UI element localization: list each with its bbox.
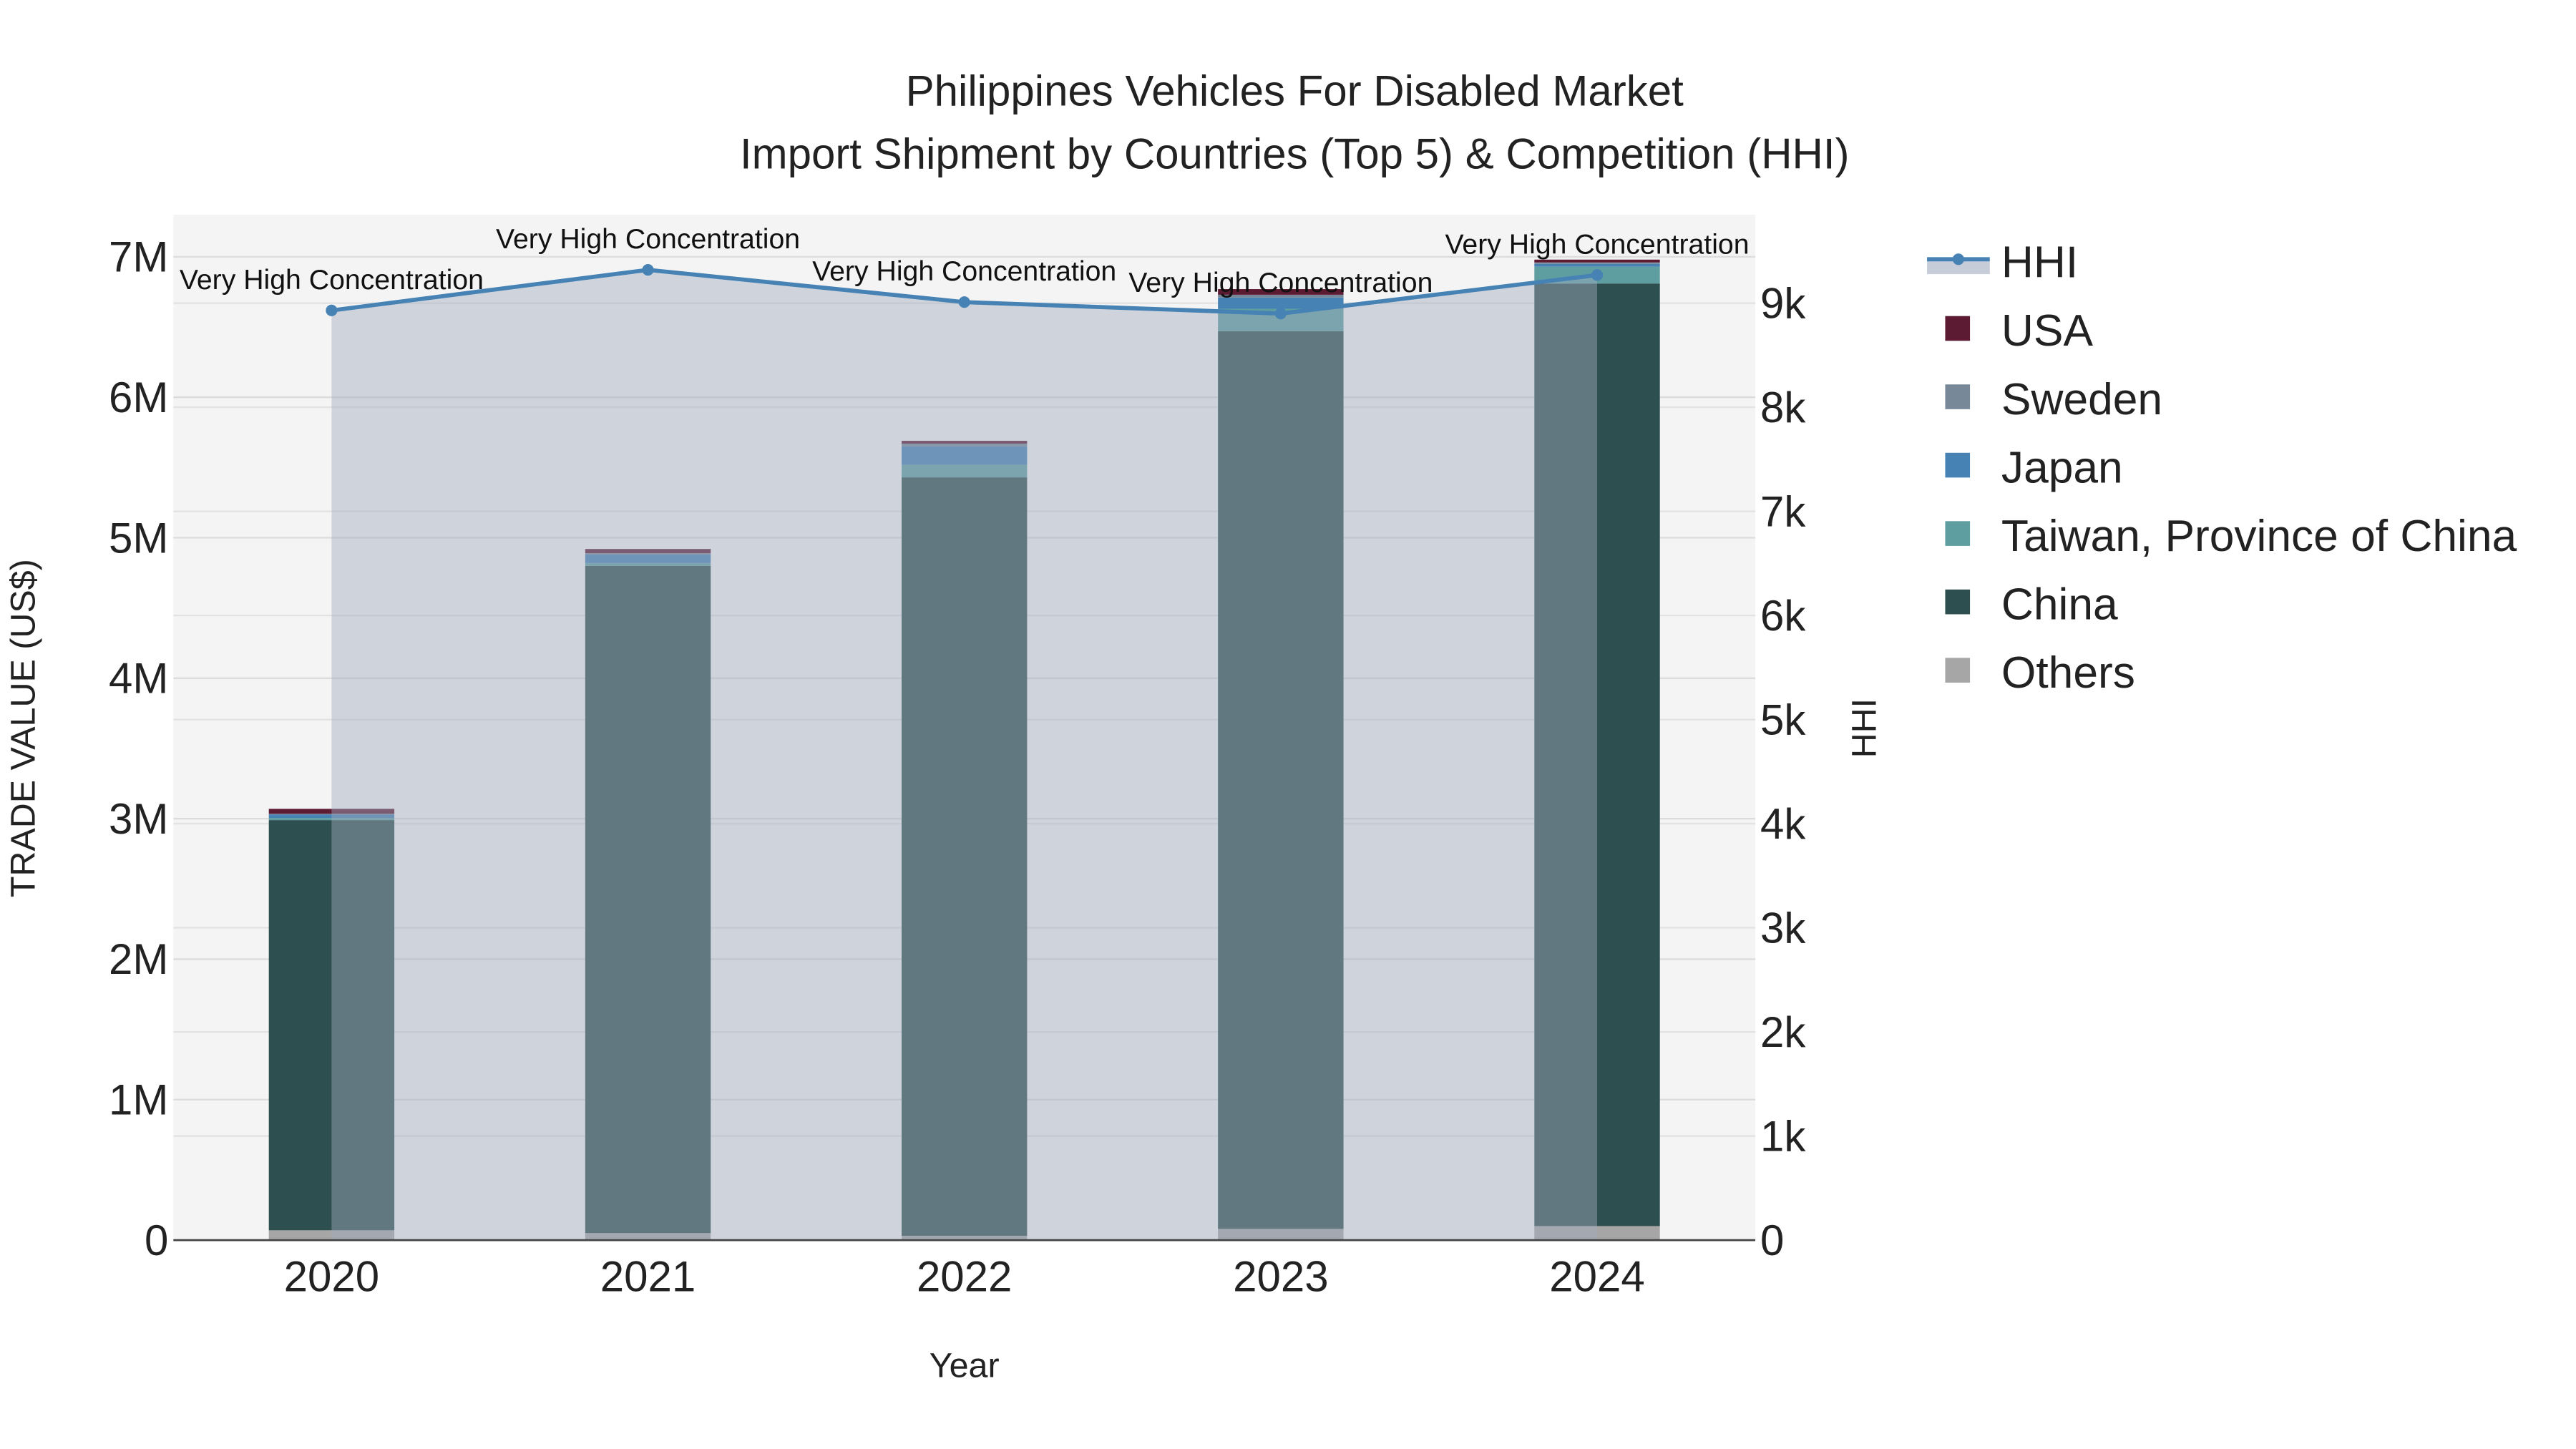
bar-japan [268,814,395,819]
legend-swatch [1945,658,1971,683]
bar-japan [1534,263,1660,267]
y-tick-label: 5M [109,514,168,562]
hhi-point [958,296,970,308]
legend-swatch [1945,384,1971,409]
bar-usa [1534,259,1660,263]
bar-china [1534,283,1660,1226]
y2-tick-label: 6k [1760,592,1806,640]
hhi-annotation: Very High Concentration [1445,228,1749,260]
hhi-series: Very High Concentration Very High Concent… [180,223,1750,1241]
legend-swatch [1945,521,1971,546]
legend-label: Japan [2001,443,2123,492]
legend-label: Taiwan, Province of China [2001,512,2517,561]
legend: HHI USA Sweden Japan Taiwan, Province of Chi… [1927,238,2517,698]
legend-swatch [1945,316,1971,341]
hhi-annotation: Very High Concentration [812,255,1116,287]
x-tick-label: 2022 [917,1253,1012,1301]
y-axis-label: TRADE VALUE (US$) [4,559,42,897]
y-tick-label: 6M [109,374,168,421]
bar-usa [268,809,395,814]
x-tick-label: 2023 [1233,1253,1328,1301]
bar-sweden [902,443,1028,447]
axes: 0 1M 2M 3M 4M 5M 6M 7M 0 1k 2k 3k 4k 5k 6k 7k 8k 9k 2020 20… [109,233,1806,1301]
hhi-annotation: Very High Concentration [180,264,484,296]
y2-tick-label: 3k [1760,904,1806,952]
y2-tick-label: 7k [1760,487,1806,535]
legend-label: HHI [2001,238,2078,288]
hhi-point [326,304,338,316]
bar-china [268,820,395,1231]
y-tick-label: 4M [109,655,168,703]
y2-axis-label: HHI [1845,698,1884,758]
bar-others [585,1233,711,1241]
bar-china [902,477,1028,1236]
chart-subtitle: Import Shipment by Countries (Top 5) & C… [740,130,1850,177]
legend-label: Others [2001,648,2135,698]
bar-japan [1218,297,1344,309]
legend-label: USA [2001,306,2094,356]
y2-tick-label: 8k [1760,384,1806,431]
y-tick-label: 0 [145,1216,168,1264]
bar-usa [902,441,1028,444]
bar-japan [585,555,711,563]
y2-tick-label: 2k [1760,1008,1806,1056]
x-axis-label: Year [930,1347,1000,1385]
y2-tick-label: 9k [1760,279,1806,327]
hhi-point [1591,269,1604,281]
bar-others [1218,1229,1344,1241]
legend-label: Sweden [2001,375,2162,424]
x-tick-label: 2024 [1549,1253,1644,1301]
bar-others [902,1236,1028,1241]
y2-tick-label: 0 [1760,1216,1784,1264]
y-tick-label: 7M [109,233,168,281]
bar-usa [585,549,711,554]
y2-tick-label: 4k [1760,800,1806,848]
legend-swatch [1945,452,1971,478]
bar-others [1534,1226,1660,1241]
bar-china [585,565,711,1234]
x-tick-label: 2021 [600,1253,696,1301]
hhi-area [331,270,1597,1241]
bar-taiwan-province-of-china [902,464,1028,478]
bar-japan [902,446,1028,465]
legend-label: China [2001,580,2118,629]
hhi-annotation: Very High Concentration [1128,267,1433,298]
bar-china [1218,331,1344,1229]
hhi-annotation: Very High Concentration [496,223,800,255]
bar-sweden [1218,294,1344,298]
y-tick-label: 2M [109,935,168,983]
hhi-point [1274,308,1287,320]
bar-taiwan-province-of-china [268,818,395,821]
legend-swatch-hhi-marker [1952,253,1964,265]
bar-sweden [1534,262,1660,264]
legend-swatch [1945,589,1971,615]
hhi-point [642,264,654,276]
y-tick-label: 3M [109,795,168,843]
bars [268,259,1660,1241]
bar-others [268,1230,395,1241]
legend-swatch-hhi-area [1927,260,1990,275]
y-tick-label: 1M [109,1076,168,1124]
y2-tick-label: 5k [1760,696,1806,743]
chart-title: Philippines Vehicles For Disabled Market [906,67,1684,115]
y2-tick-label: 1k [1760,1112,1806,1160]
bar-sweden [585,553,711,555]
bar-usa [1218,289,1344,295]
x-tick-label: 2020 [284,1253,379,1301]
bar-taiwan-province-of-china [585,562,711,566]
